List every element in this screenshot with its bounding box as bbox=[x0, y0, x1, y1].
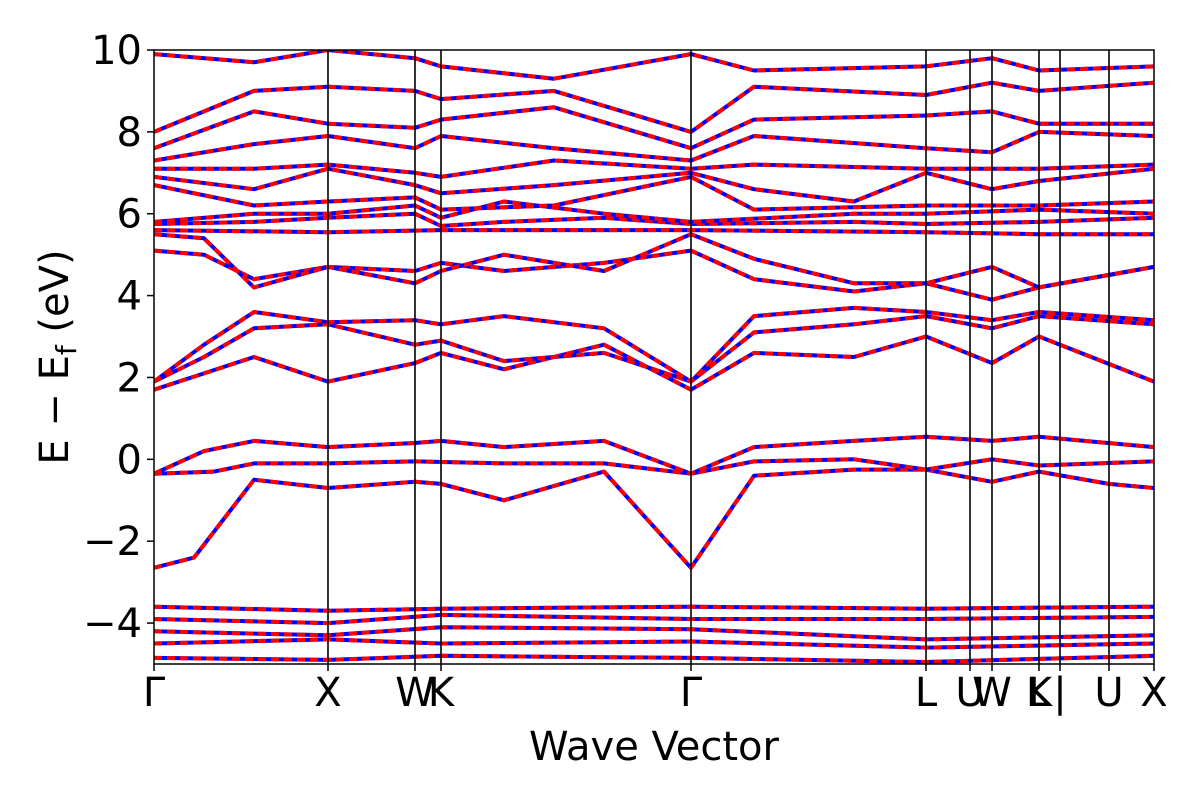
x-tick-label-5: L bbox=[915, 670, 938, 716]
y-tick-label-2: 0 bbox=[117, 437, 142, 483]
band-line-red-5 bbox=[154, 305, 1154, 384]
y-tick-label-4: 4 bbox=[117, 274, 142, 320]
band-line-red-13 bbox=[154, 158, 1154, 179]
band-line-red-9 bbox=[154, 211, 1154, 228]
x-axis: Γ X WK Γ L UW K | U XL bbox=[143, 664, 1168, 716]
x-tick-label-7: W bbox=[972, 670, 1012, 716]
kpath-lines bbox=[327, 50, 1110, 664]
band-line-blue-7 bbox=[154, 232, 1154, 290]
x-tick-label-1: X bbox=[314, 670, 341, 716]
y-axis-label-subscript: f bbox=[50, 344, 83, 355]
band-line-red-15 bbox=[154, 105, 1154, 151]
band-line-red-7 bbox=[154, 232, 1154, 290]
y-tick-label-6: 8 bbox=[117, 110, 142, 156]
y-tick-label-1: −2 bbox=[83, 519, 142, 565]
y-tick-label-3: 2 bbox=[117, 355, 142, 401]
x-tick-label-3: K bbox=[428, 670, 456, 716]
x-tick-label-6: U bbox=[955, 670, 984, 716]
band-line-red-8 bbox=[154, 228, 1154, 237]
band-line-red-0 bbox=[154, 467, 1154, 570]
band-line-red-22 bbox=[154, 653, 1154, 664]
x-tick-label-2: W bbox=[395, 670, 435, 716]
band-line-red-14 bbox=[154, 129, 1154, 163]
y-tick-label-5: 6 bbox=[117, 192, 142, 238]
x-tick-label-8: K bbox=[1026, 670, 1054, 716]
band-line-red-3 bbox=[154, 334, 1154, 392]
band-line-red-1 bbox=[154, 457, 1154, 476]
x-tick-label-10: U bbox=[1094, 670, 1123, 716]
band-line-red-19 bbox=[154, 612, 1154, 626]
x-tick-label-0: Γ bbox=[143, 670, 166, 716]
band-line-red-16 bbox=[154, 80, 1154, 134]
bands-layer bbox=[154, 50, 1154, 664]
band-line-red-10 bbox=[154, 199, 1154, 224]
band-line-red-21 bbox=[154, 637, 1154, 650]
plot-frame bbox=[153, 49, 1155, 665]
x-tick-label-9: | bbox=[1053, 670, 1066, 716]
band-line-red-11 bbox=[154, 174, 1154, 212]
y-axis-label: E − Ef (eV) bbox=[32, 249, 83, 464]
x-axis-label: Wave Vector bbox=[529, 724, 780, 770]
x-tick-label-11: X bbox=[1140, 670, 1167, 716]
x-tick-label-extra-0: L bbox=[1028, 670, 1051, 716]
band-line-red-18 bbox=[154, 604, 1154, 613]
x-tick-label-4: Γ bbox=[680, 670, 703, 716]
y-tick-label-7: 10 bbox=[91, 28, 142, 74]
band-line-red-17 bbox=[154, 50, 1154, 81]
y-tick-label-0: −4 bbox=[83, 601, 142, 647]
band-line-blue-3 bbox=[154, 334, 1154, 392]
band-line-blue-11 bbox=[154, 174, 1154, 212]
band-line-red-20 bbox=[154, 625, 1154, 642]
y-axis: −4 −2 0 2 4 6 8 10 bbox=[83, 28, 154, 647]
